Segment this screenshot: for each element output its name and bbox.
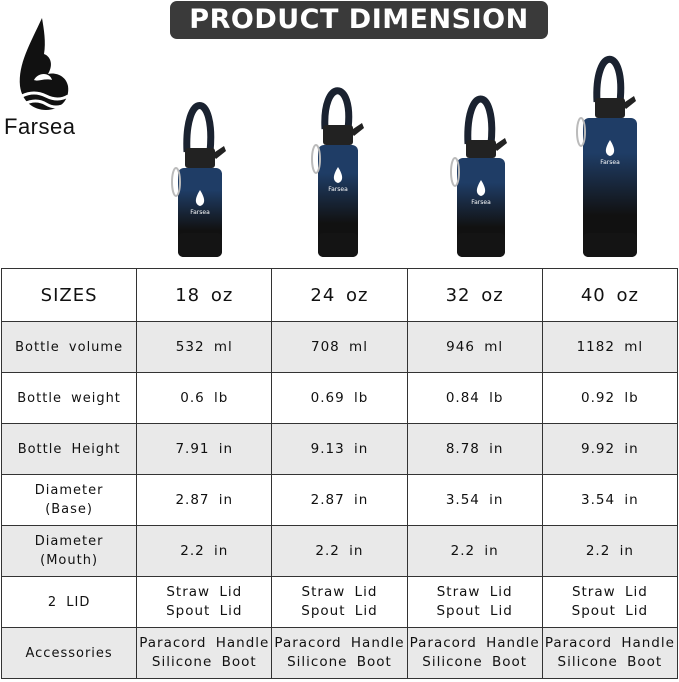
brand-name: Farsea	[4, 114, 76, 139]
table-row: Bottle volume 532 ml 708 ml 946 ml 1182 ml	[0, 321, 679, 373]
cell-line: Diameter	[34, 483, 104, 498]
table-cell: 2.2 in	[271, 525, 408, 577]
table-cell: 0.92 lb	[541, 372, 679, 424]
row-label: Accessories	[0, 627, 138, 679]
cell-line: Silicone Boot	[422, 654, 528, 670]
table-cell: Straw Lid Spout Lid	[136, 576, 273, 628]
table-cell: Straw Lid Spout Lid	[541, 576, 679, 628]
cell-line: (Base)	[45, 502, 93, 517]
table-row: Bottle weight 0.6 lb 0.69 lb 0.84 lb 0.92 lb	[0, 372, 679, 424]
svg-text:Farsea: Farsea	[600, 159, 620, 166]
header-cell: 24 oz	[271, 268, 408, 322]
svg-text:Farsea: Farsea	[471, 199, 491, 206]
cell-line: Spout Lid	[436, 603, 513, 619]
table-cell: 8.78 in	[406, 423, 543, 475]
header-cell: 32 oz	[406, 268, 543, 322]
table-cell: Paracord Handle Silicone Boot	[541, 627, 679, 679]
table-cell: 9.13 in	[271, 423, 408, 475]
svg-text:Farsea: Farsea	[328, 186, 348, 193]
cell-line: Spout Lid	[301, 603, 378, 619]
table-cell: 2.2 in	[541, 525, 679, 577]
header-cell: SIZES	[0, 268, 138, 322]
cell-line: Silicone Boot	[151, 654, 257, 670]
cell-line: Straw Lid	[301, 584, 378, 600]
table-row: Diameter (Mouth) 2.2 in 2.2 in 2.2 in 2.2 in	[0, 525, 679, 577]
table-cell: 0.84 lb	[406, 372, 543, 424]
dimension-table: SIZES 18 oz 24 oz 32 oz 40 oz Bottle vol…	[0, 268, 679, 679]
table-row: Accessories Paracord Handle Silicone Boot P…	[0, 627, 679, 679]
cell-line: Paracord Handle	[544, 635, 675, 651]
table-cell: 0.69 lb	[271, 372, 408, 424]
row-label: Diameter (Base)	[0, 474, 138, 526]
table-cell: 0.6 lb	[136, 372, 273, 424]
bottle-40oz: Farsea	[576, 56, 637, 257]
row-label: 2 LID	[0, 576, 138, 628]
cell-line: Straw Lid	[436, 584, 513, 600]
table-cell: 2.87 in	[136, 474, 273, 526]
cell-line: Spout Lid	[166, 603, 243, 619]
table-cell: 2.2 in	[136, 525, 273, 577]
cell-line: Diameter	[34, 534, 104, 549]
table-cell: Straw Lid Spout Lid	[271, 576, 408, 628]
cell-line: Silicone Boot	[287, 654, 392, 670]
cell-line: (Mouth)	[40, 553, 99, 568]
cell-line: Straw Lid	[166, 584, 243, 600]
table-cell: 2.87 in	[271, 474, 408, 526]
row-label: Bottle weight	[0, 372, 138, 424]
cell-line: Silicone Boot	[557, 654, 663, 670]
table-row: Bottle Height 7.91 in 9.13 in 8.78 in 9.92 i…	[0, 423, 679, 475]
svg-text:Farsea: Farsea	[190, 209, 210, 216]
bottle-18oz: Farsea	[171, 102, 226, 257]
table-cell: 708 ml	[271, 321, 408, 373]
table-cell: Paracord Handle Silicone Boot	[271, 627, 408, 679]
table-row: 2 LID Straw Lid Spout Lid Straw Lid Spout Li…	[0, 576, 679, 628]
bottle-32oz: Farsea	[450, 95, 507, 257]
bottle-24oz: Farsea	[311, 87, 364, 257]
row-label: Diameter (Mouth)	[0, 525, 138, 577]
table-cell: 9.92 in	[541, 423, 679, 475]
table-cell: 3.54 in	[406, 474, 543, 526]
table-cell: 946 ml	[406, 321, 543, 373]
table-cell: 1182 ml	[541, 321, 679, 373]
table-cell: 532 ml	[136, 321, 273, 373]
page-title: PRODUCT DIMENSION	[170, 1, 548, 39]
row-label: Bottle Height	[0, 423, 138, 475]
cell-line: Spout Lid	[571, 603, 649, 619]
table-cell: 7.91 in	[136, 423, 273, 475]
table-cell: Straw Lid Spout Lid	[406, 576, 543, 628]
table-row: Diameter (Base) 2.87 in 2.87 in 3.54 in 3.54 …	[0, 474, 679, 526]
header-cell: 40 oz	[541, 268, 679, 322]
cell-line: Straw Lid	[571, 584, 648, 600]
cell-line: Paracord Handle	[409, 635, 540, 651]
row-label: Bottle volume	[0, 321, 138, 373]
cell-line: Paracord Handle	[274, 635, 405, 651]
table-cell: 2.2 in	[406, 525, 543, 577]
table-cell: Paracord Handle Silicone Boot	[406, 627, 543, 679]
bottle-images: Farsea Farsea Farsea Farsea	[171, 56, 637, 257]
table-cell: Paracord Handle Silicone Boot	[136, 627, 273, 679]
header-cell: 18 oz	[136, 268, 273, 322]
water-drop-wave-logo-icon	[19, 18, 69, 110]
table-header-row: SIZES 18 oz 24 oz 32 oz 40 oz	[0, 268, 679, 322]
table-cell: 3.54 in	[541, 474, 679, 526]
cell-line: Paracord Handle	[139, 635, 270, 651]
